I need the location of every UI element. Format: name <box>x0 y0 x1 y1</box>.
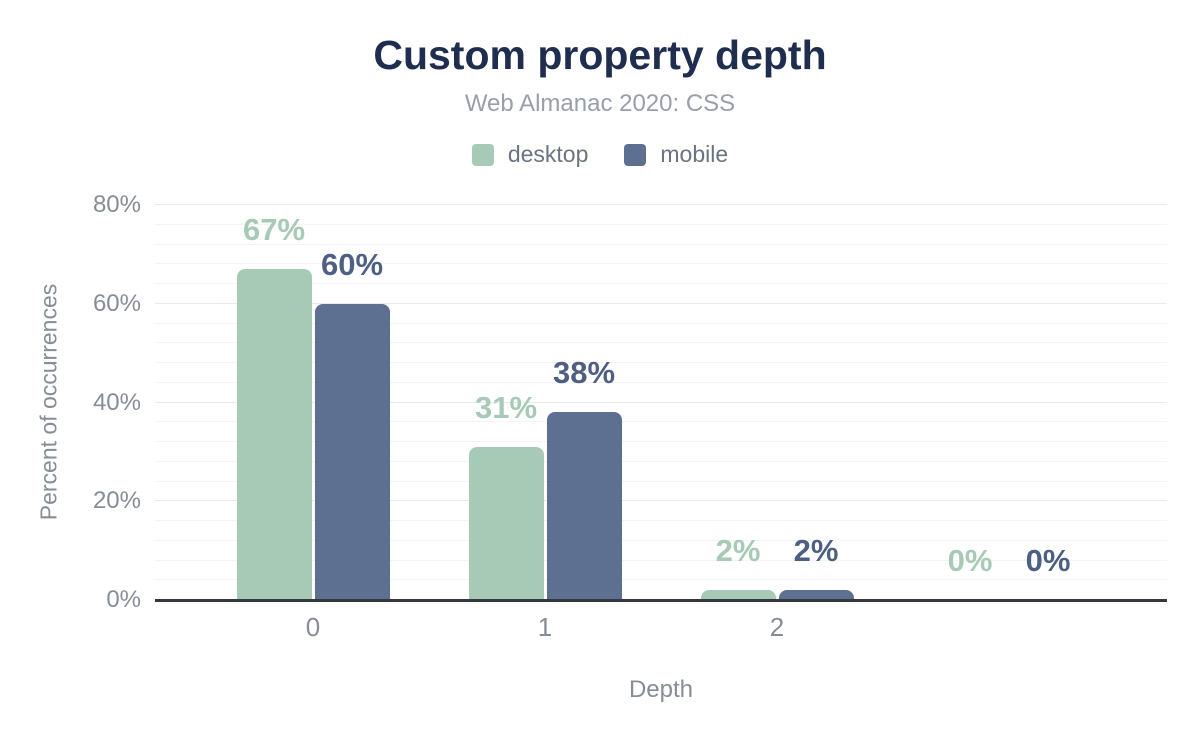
legend-item-desktop[interactable]: desktop <box>471 141 589 168</box>
gridline-minor <box>155 283 1167 284</box>
gridline-minor <box>155 460 1167 462</box>
bar-desktop-0[interactable]: 67% <box>236 214 312 600</box>
gridline-minor <box>155 579 1167 581</box>
x-tick-label-2: 2 <box>769 612 785 642</box>
bar-value-label-desktop-3: 0% <box>947 543 993 578</box>
x-tick-label-3 <box>893 614 1125 640</box>
legend-swatch-mobile <box>624 143 647 166</box>
gridline-minor <box>155 441 1167 442</box>
gridline-minor <box>155 539 1167 541</box>
bar-group-0: 67% 60% <box>197 205 429 600</box>
legend-label-desktop: desktop <box>507 141 589 167</box>
bar-value-label-desktop-0: 67% <box>242 212 306 248</box>
legend-label-mobile: mobile <box>660 141 729 167</box>
gridline-minor <box>155 362 1167 363</box>
bar-mobile-0[interactable]: 60% <box>314 249 390 600</box>
y-tick-label-80: 80% <box>92 191 141 218</box>
bar-group-3: 0% 0% <box>893 205 1125 600</box>
bar-group-2: 2% 2% <box>661 205 893 600</box>
y-axis-tick-labels: 0% 20% 40% 60% 80% <box>0 193 141 612</box>
bar-value-label-desktop-1: 31% <box>474 389 538 425</box>
gridline-minor <box>155 223 1167 225</box>
bar-groups: 67% 60% 31% 38% 2% 2% 0% 0% <box>155 205 1167 600</box>
legend: desktop mobile <box>0 141 1200 168</box>
y-tick-label-20: 20% <box>92 487 141 515</box>
x-axis-line <box>155 599 1167 602</box>
y-tick-label-60: 60% <box>92 289 141 317</box>
bar-group-1: 31% 38% <box>429 205 661 600</box>
gridline-minor <box>155 381 1167 383</box>
chart-subtitle: Web Almanac 2020: CSS <box>464 90 736 117</box>
bar-value-label-mobile-1: 38% <box>552 355 616 391</box>
bar-mobile-2[interactable]: 2% <box>778 535 854 600</box>
x-axis-title: Depth <box>628 676 694 703</box>
y-tick-label-40: 40% <box>92 388 141 416</box>
gridline-major <box>155 401 1167 403</box>
gridline-minor <box>155 263 1167 265</box>
gridline-minor <box>155 421 1167 423</box>
bar-mobile-1[interactable]: 38% <box>546 357 622 600</box>
bar-desktop-1[interactable]: 31% <box>468 392 544 600</box>
bar-value-label-mobile-2: 2% <box>793 533 839 569</box>
gridline-minor <box>155 559 1167 561</box>
bar-desktop-2[interactable]: 2% <box>700 535 776 600</box>
legend-item-mobile[interactable]: mobile <box>624 141 728 168</box>
plot-area: 67% 60% 31% 38% 2% 2% 0% 0% <box>155 204 1167 602</box>
x-tick-label-1: 1 <box>537 612 553 642</box>
y-tick-label-0: 0% <box>106 586 141 613</box>
gridline-minor <box>155 243 1167 245</box>
bar-value-label-mobile-0: 60% <box>320 246 384 282</box>
chart-title: Custom property depth <box>373 32 827 78</box>
gridline-minor <box>155 342 1167 344</box>
gridline-minor <box>155 520 1167 521</box>
x-axis-tick-labels: 0 1 2 <box>155 614 1167 640</box>
gridline-major <box>155 302 1167 304</box>
gridline-minor <box>155 480 1167 482</box>
gridline-major <box>155 204 1167 205</box>
gridline-major <box>155 500 1167 502</box>
bar-value-label-desktop-2: 2% <box>715 533 761 569</box>
x-tick-label-0: 0 <box>305 612 321 642</box>
gridline-minor <box>155 322 1167 324</box>
legend-swatch-desktop <box>471 143 494 166</box>
bar-value-label-mobile-3: 0% <box>1025 543 1071 578</box>
